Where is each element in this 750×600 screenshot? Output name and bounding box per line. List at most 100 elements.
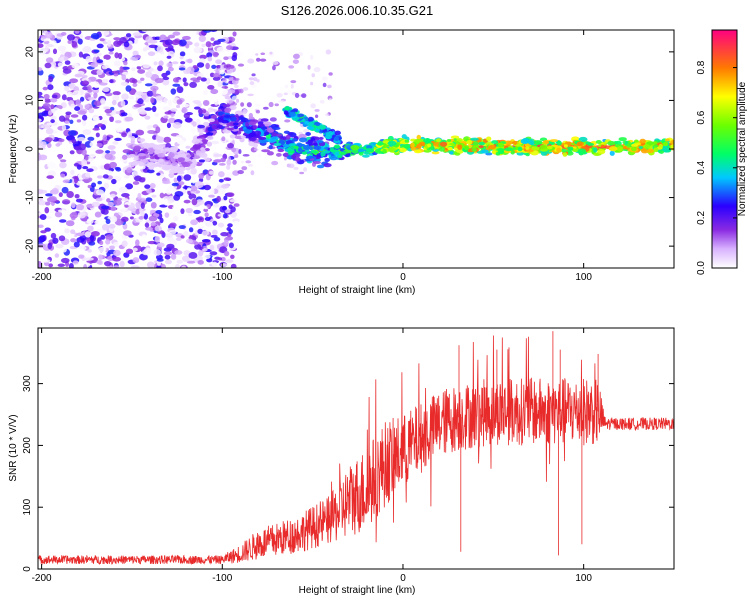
heatmap-cell (291, 153, 296, 160)
heatmap-cell (269, 93, 275, 98)
heatmap-cell (58, 235, 66, 242)
heatmap-cell (149, 155, 156, 160)
heatmap-cell (160, 263, 166, 268)
heatmap-cell (226, 159, 232, 166)
heatmap-cell (197, 228, 204, 235)
heatmap-cell (113, 40, 122, 48)
heatmap-cell (157, 65, 163, 72)
heatmap-cell (165, 233, 173, 239)
heatmap-cell (116, 197, 123, 201)
heatmap-cell (97, 175, 104, 179)
heatmap-cell (52, 48, 58, 55)
heatmap-cell (173, 215, 179, 222)
heatmap-cell (148, 215, 158, 222)
heatmap-x-tick-label: 0 (400, 272, 406, 283)
heatmap-cell (238, 149, 242, 155)
heatmap-cell (155, 210, 163, 214)
heatmap-cell (138, 215, 144, 220)
heatmap-cell (209, 251, 218, 256)
heatmap-cell (193, 46, 203, 54)
heatmap-cell (247, 58, 255, 64)
heatmap-cell (57, 62, 63, 68)
heatmap-cell (186, 260, 196, 264)
heatmap-cell (91, 182, 97, 188)
heatmap-cell (138, 263, 145, 268)
heatmap-cell (203, 89, 208, 95)
heatmap-cell (269, 51, 273, 55)
heatmap-cell (61, 124, 67, 131)
heatmap-cell (283, 130, 290, 134)
heatmap-cell (192, 121, 197, 127)
heatmap-cell (64, 228, 70, 234)
heatmap-cell (45, 57, 54, 64)
heatmap-cell (56, 223, 64, 227)
heatmap-cell (223, 250, 230, 257)
heatmap-cell (533, 140, 543, 145)
heatmap-cell (328, 72, 333, 76)
heatmap-cell (166, 62, 173, 68)
heatmap-cell (112, 94, 120, 102)
heatmap-cell (57, 209, 66, 213)
heatmap-cell (271, 132, 277, 137)
heatmap-cell (320, 151, 326, 157)
heatmap-cell (46, 249, 52, 255)
heatmap-cell (207, 56, 213, 62)
heatmap-cell (183, 174, 192, 181)
heatmap-cell (609, 150, 615, 156)
heatmap-cell (175, 237, 182, 241)
heatmap-cell (318, 136, 324, 140)
heatmap-cell (156, 242, 165, 248)
heatmap-cell (272, 65, 276, 71)
heatmap-cell (42, 102, 51, 109)
snr-series-line (38, 331, 674, 566)
heatmap-cell (162, 78, 170, 86)
heatmap-cell (284, 84, 289, 89)
heatmap-cell (170, 108, 178, 112)
snr-y-tick-label: 200 (22, 437, 33, 454)
heatmap-cell (382, 140, 390, 144)
heatmap-cell (58, 192, 63, 198)
heatmap-cell (81, 74, 88, 79)
heatmap-cell (265, 62, 270, 67)
heatmap-cell (175, 263, 181, 268)
heatmap-cell (191, 178, 196, 184)
heatmap-cell (195, 199, 205, 206)
heatmap-cell (171, 161, 178, 166)
heatmap-cell (102, 174, 109, 179)
heatmap-cell (81, 159, 87, 165)
heatmap-cell (578, 136, 588, 143)
colorbar-tick-label: 0.8 (696, 60, 707, 74)
heatmap-cell (242, 154, 250, 157)
heatmap-y-tick-label: -20 (25, 238, 36, 253)
heatmap-cell (112, 114, 121, 119)
heatmap-cell (45, 201, 51, 206)
heatmap-y-tick-label: -10 (25, 190, 36, 205)
heatmap-cell (81, 62, 86, 69)
heatmap-cell (288, 111, 296, 117)
heatmap-cell (478, 145, 484, 149)
heatmap-cell (52, 88, 61, 93)
heatmap-cell (204, 216, 211, 221)
heatmap-cell (212, 76, 221, 81)
heatmap-cell (197, 128, 204, 134)
heatmap-cell (177, 157, 186, 162)
heatmap-cell (144, 222, 150, 228)
heatmap-cell (305, 141, 312, 145)
heatmap-cell (269, 117, 277, 122)
heatmap-cell (172, 61, 179, 65)
heatmap-cell (185, 207, 194, 214)
heatmap-cell (107, 145, 116, 150)
heatmap-cell (183, 230, 189, 237)
heatmap-cell (254, 103, 261, 107)
heatmap-cell (608, 146, 618, 152)
heatmap-cell (240, 135, 247, 139)
heatmap-cell (146, 161, 156, 167)
heatmap-cell (190, 167, 197, 175)
heatmap-cell (137, 69, 146, 74)
heatmap-cell (228, 204, 233, 210)
heatmap-cell (132, 98, 137, 105)
heatmap-cell (164, 259, 172, 265)
heatmap-cell (90, 249, 97, 254)
heatmap-cell (185, 238, 193, 244)
